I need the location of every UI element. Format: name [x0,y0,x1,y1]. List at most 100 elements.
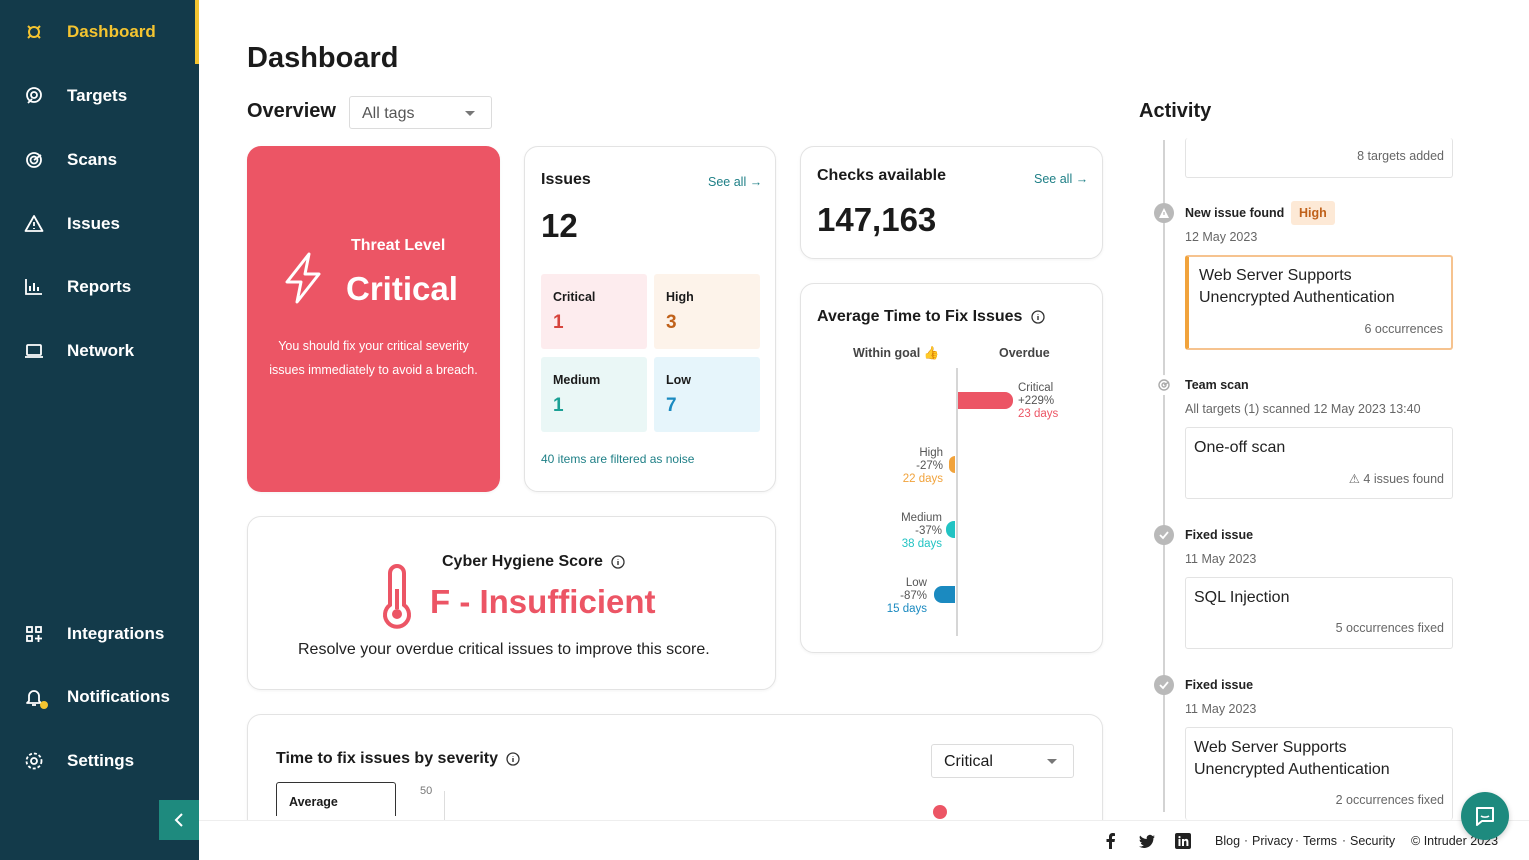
overdue-header: Overdue [999,346,1050,360]
activity-title: Activity [1139,100,1212,122]
laptop-icon [25,344,43,358]
row-label: Low [905,577,927,589]
facebook-icon[interactable] [1103,833,1119,849]
activity-card[interactable]: 8 targets added [1185,138,1453,178]
sidebar-item-label: Targets [67,86,128,105]
sidebar-item-issues[interactable]: Issues [0,204,199,244]
threat-level-value: Critical [346,270,458,307]
footer-separator: · [1244,833,1248,847]
checks-title: Checks available [817,167,946,184]
activity-card-title: One-off scan [1194,439,1286,456]
sidebar-item-reports[interactable]: Reports [0,267,199,307]
see-all-label: See all [708,175,747,189]
severity-high[interactable]: High 3 [654,274,760,349]
footer-separator: · [1295,833,1299,847]
see-all-label: See all [1034,172,1073,186]
y-axis-line [444,791,445,821]
activity-card[interactable]: SQL Injection 5 occurrences fixed [1185,577,1453,649]
severity-count: 7 [666,395,677,416]
thumbs-up-icon: 👍 [923,346,940,360]
check-icon [1154,525,1174,545]
check-icon [1154,675,1174,695]
arrow-right-icon: → [1075,172,1089,186]
checks-see-all-link[interactable]: See all → [1034,172,1088,186]
scan-icon [26,152,42,168]
activity-card[interactable]: Web Server Supports Unencrypted Authenti… [1185,727,1453,820]
footer-link-terms[interactable]: Terms [1303,834,1338,848]
warning-icon: ⚠ [1348,472,1360,486]
threat-level-card: Threat Level Critical You should fix you… [247,146,500,492]
activity-card[interactable]: One-off scan ⚠ 4 issues found [1185,427,1453,499]
event-heading: Fixed issue [1185,528,1254,542]
row-low-labels: Low -87% 15 days [873,577,927,616]
event-date: 11 May 2023 [1185,552,1257,566]
footer-link-blog[interactable]: Blog [1215,834,1241,848]
activity-card-meta: 5 occurrences fixed [1335,621,1444,635]
thermometer-icon [383,564,411,629]
sidebar-item-targets[interactable]: Targets [0,76,199,116]
event-heading: New issue found [1185,206,1285,220]
info-icon[interactable] [611,555,626,569]
row-label: Critical [1018,382,1054,394]
noise-filter-link[interactable]: 40 items are filtered as noise [541,452,695,466]
issues-found-count: 4 issues found [1363,472,1444,486]
ttf-title-text: Time to fix issues by severity [276,750,499,767]
threat-level-label: Threat Level [351,237,446,254]
average-tab[interactable]: Average [276,782,396,816]
sidebar: Dashboard Targets Scans Issues Reports N… [0,0,199,860]
activity-card-meta: 8 targets added [1357,149,1444,163]
activity-timeline [1163,140,1165,812]
severity-badge: High [1291,201,1335,225]
event-date: All targets (1) scanned 12 May 2023 13:4… [1185,402,1421,416]
row-label: Medium [901,512,942,524]
severity-medium[interactable]: Medium 1 [541,357,647,432]
overview-title: Overview [247,100,336,122]
severity-select[interactable]: Critical [931,744,1074,778]
sidebar-item-settings[interactable]: Settings [0,741,199,781]
avg-fix-title-text: Average Time to Fix Issues [817,308,1023,325]
row-percent: +229% [1018,395,1055,407]
row-high-labels: High -27% 22 days [899,447,943,486]
sidebar-item-scans[interactable]: Scans [0,140,199,180]
row-days: 22 days [902,473,943,485]
chat-support-button[interactable] [1461,792,1509,840]
sidebar-item-label: Dashboard [67,22,156,41]
sidebar-item-network[interactable]: Network [0,331,199,371]
bell-icon [26,690,42,706]
collapse-sidebar-button[interactable] [159,800,199,840]
sidebar-item-label: Integrations [67,624,165,643]
cyber-hygiene-card: Cyber Hygiene Score F - Insufficient Res… [247,516,776,690]
warning-icon [1154,203,1174,223]
severity-low[interactable]: Low 7 [654,357,760,432]
tags-select-value: All tags [362,105,415,122]
chat-icon [1476,807,1494,826]
time-to-fix-by-severity-card: Time to fix issues by severity Critical … [247,714,1103,834]
info-icon[interactable] [506,752,521,766]
avg-fix-title: Average Time to Fix Issues [817,308,1045,326]
activity-card-meta: ⚠ 4 issues found [1349,471,1444,486]
bar-low [934,586,955,603]
ttf-title: Time to fix issues by severity [276,750,521,768]
severity-critical[interactable]: Critical 1 [541,274,647,349]
linkedin-icon[interactable] [1175,833,1191,849]
target-icon [26,87,42,104]
issues-title: Issues [541,171,591,188]
footer: Blog · Privacy · Terms · Security © Intr… [199,820,1529,860]
info-icon[interactable] [1031,310,1045,324]
caret-down-icon [1047,759,1057,764]
issues-see-all-link[interactable]: See all → [708,175,762,189]
footer-link-security[interactable]: Security [1350,834,1396,848]
twitter-icon[interactable] [1139,833,1155,849]
sidebar-item-dashboard[interactable]: Dashboard [0,12,199,52]
footer-link-privacy[interactable]: Privacy [1252,834,1293,848]
data-point [933,805,947,819]
activity-card[interactable]: Web Server Supports Unencrypted Authenti… [1185,255,1453,350]
severity-label: Critical [553,290,596,304]
sidebar-item-notifications[interactable]: Notifications [0,677,199,717]
sidebar-item-integrations[interactable]: Integrations [0,614,199,654]
caret-down-icon [465,111,475,116]
tags-select[interactable]: All tags [349,96,492,129]
row-label: High [919,447,943,459]
issues-total: 12 [541,207,578,244]
hygiene-grade: F - Insufficient [430,583,656,620]
